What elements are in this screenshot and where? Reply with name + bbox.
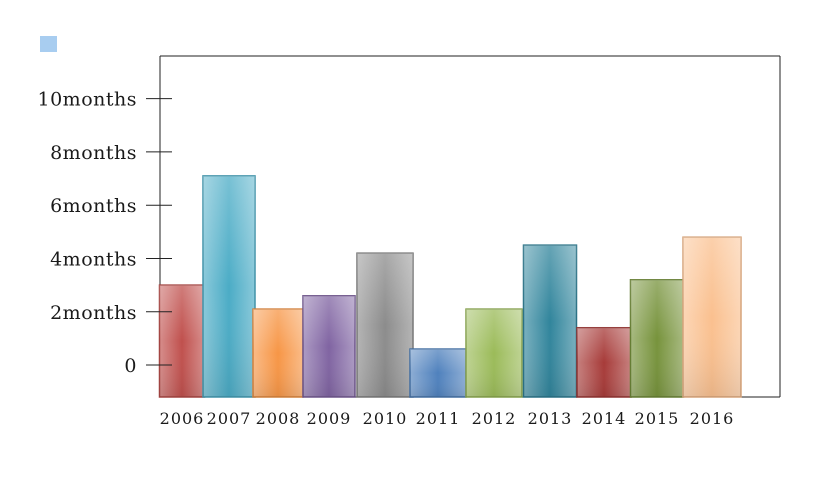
bar-2006 <box>158 284 206 398</box>
y-axis: 0 2months 4months 6months 8months 10months <box>38 89 172 377</box>
y-tick-label: 8months <box>50 142 137 164</box>
x-axis: 2006 2007 2008 2009 2010 2011 2012 2013 2014 2015… <box>160 409 735 428</box>
legend-swatch <box>40 36 57 52</box>
x-tick-label: 2011 <box>416 409 461 428</box>
x-tick-label: 2007 <box>207 409 252 428</box>
bar-2007 <box>202 175 256 398</box>
bar-2009 <box>302 295 356 398</box>
x-tick-label: 2015 <box>635 409 680 428</box>
bar-2012 <box>465 308 523 398</box>
y-tick-label: 2months <box>50 302 137 324</box>
y-tick-label: 0 <box>124 355 137 377</box>
bar-2015 <box>629 279 685 398</box>
y-tick-label: 10months <box>38 89 138 111</box>
bar-2008 <box>252 308 304 398</box>
x-tick-label: 2006 <box>160 409 205 428</box>
x-tick-label: 2014 <box>582 409 627 428</box>
bar-2014 <box>576 326 632 398</box>
bar-2010 <box>356 252 414 398</box>
x-tick-label: 2012 <box>472 409 517 428</box>
x-tick-label: 2009 <box>307 409 352 428</box>
y-tick-label: 4months <box>50 248 137 270</box>
bar-2013 <box>522 244 578 398</box>
x-tick-label: 2013 <box>528 409 573 428</box>
x-tick-label: 2008 <box>256 409 301 428</box>
bars <box>158 175 742 398</box>
x-tick-label: 2010 <box>363 409 408 428</box>
y-tick-label: 6months <box>50 195 137 217</box>
bar-2011 <box>409 348 467 398</box>
bar-2016 <box>682 236 742 398</box>
x-tick-label: 2016 <box>690 409 735 428</box>
